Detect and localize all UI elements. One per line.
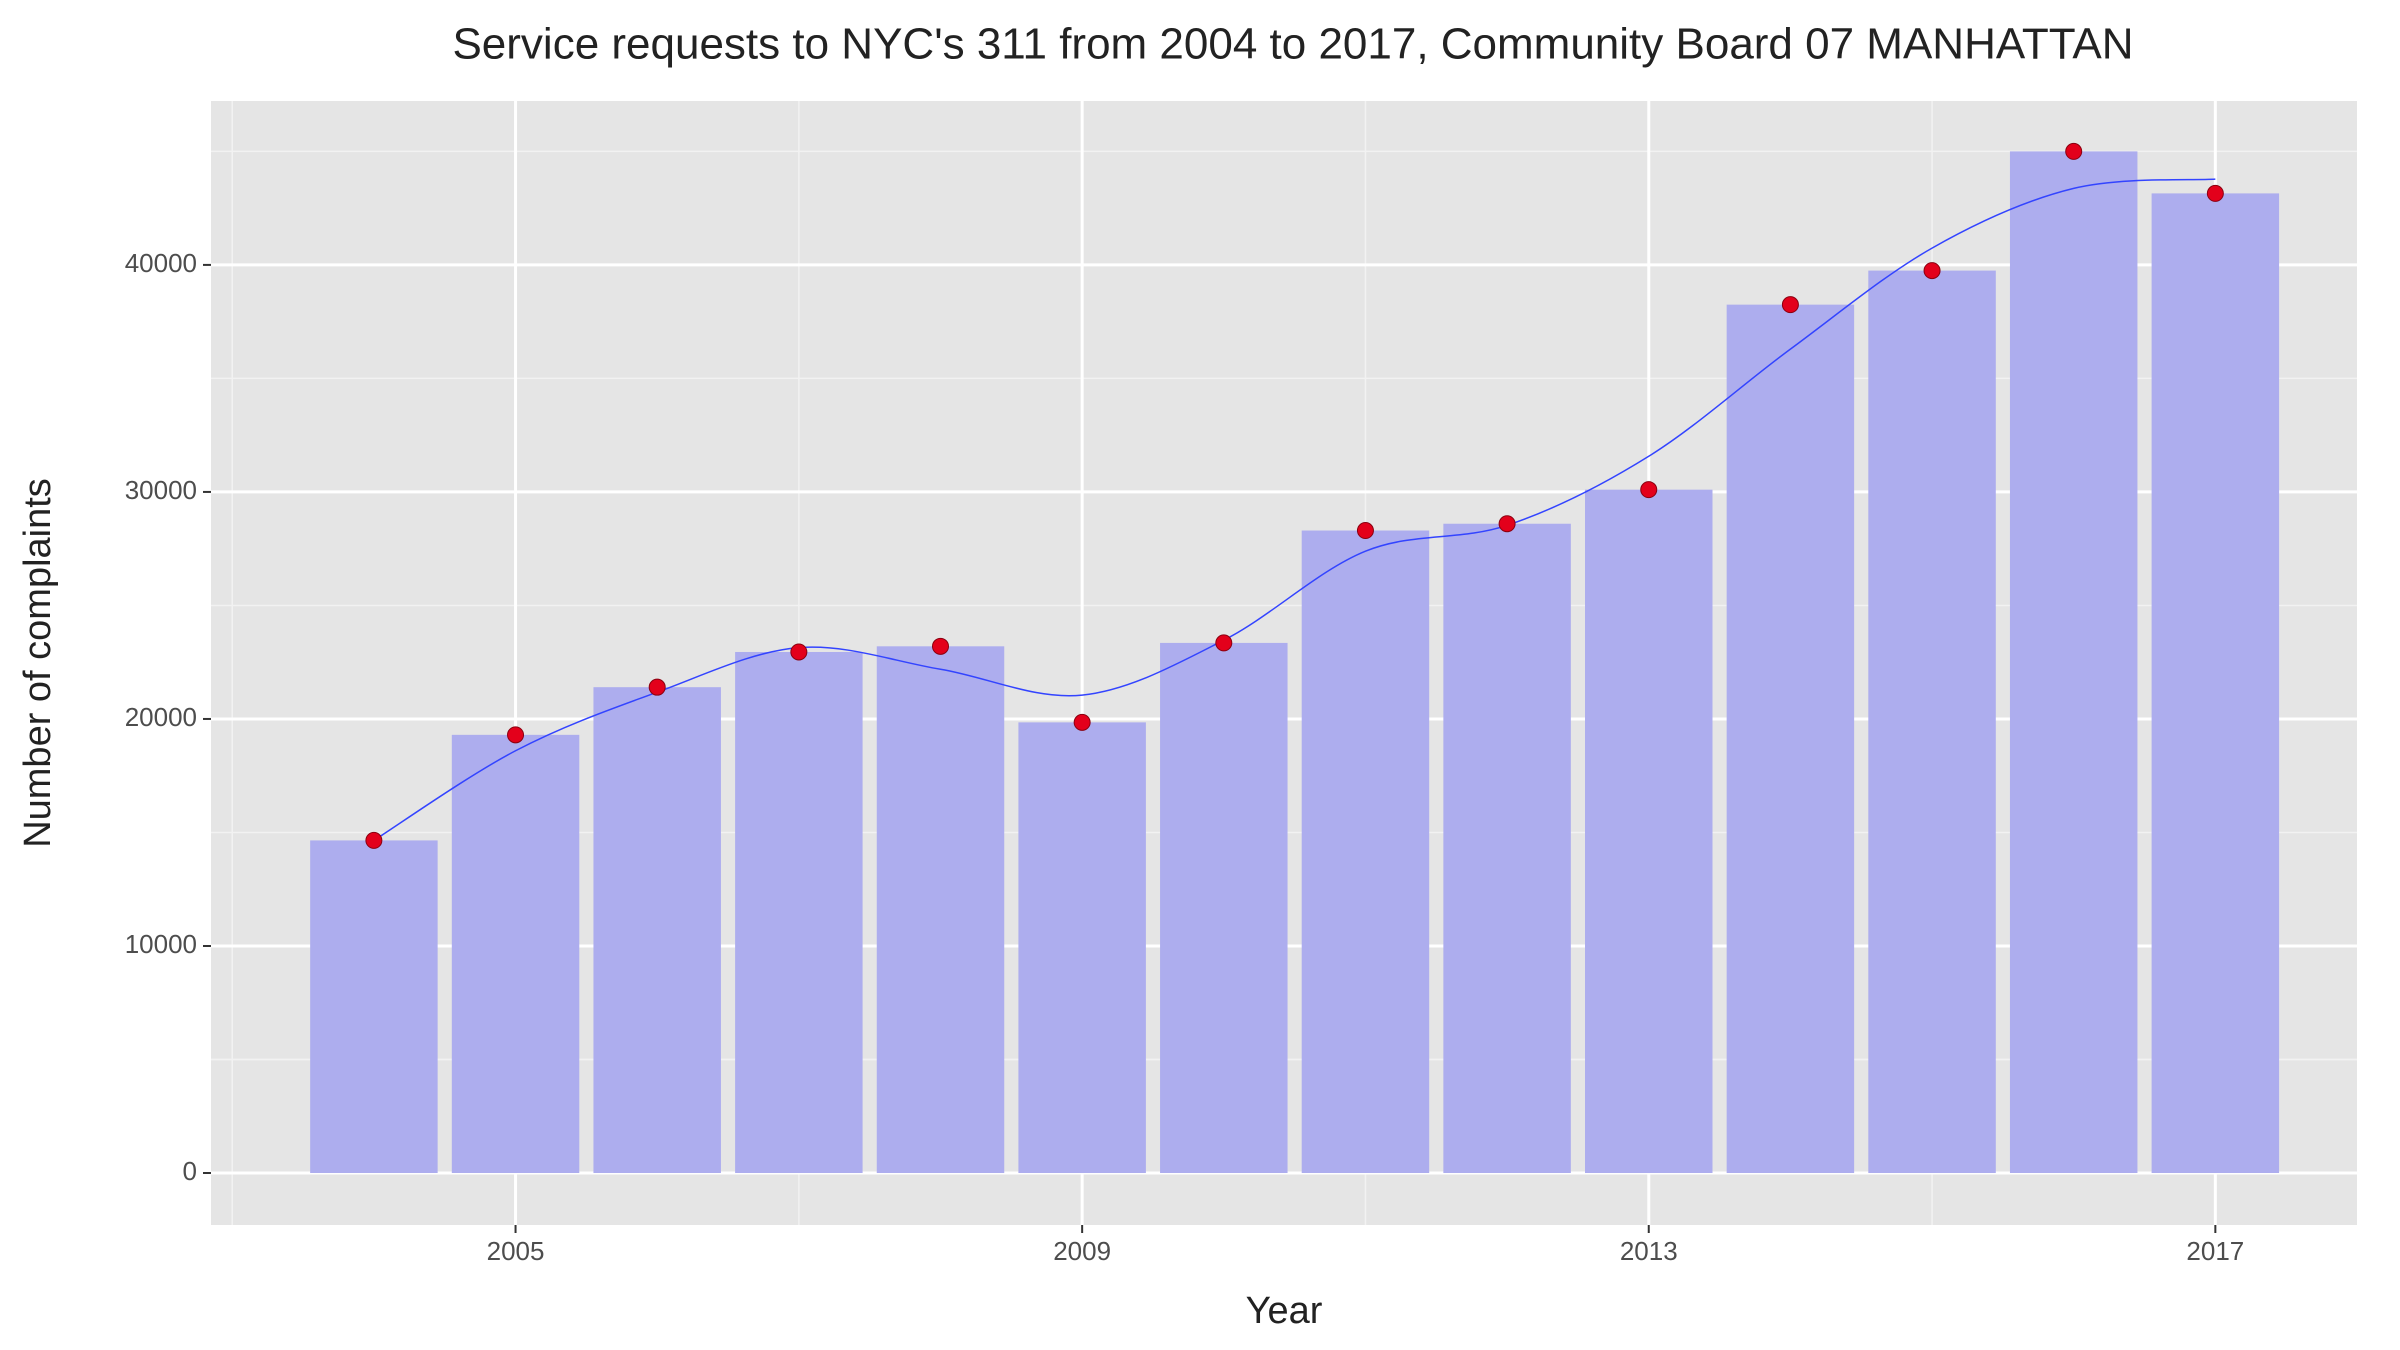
y-tick-label: 10000 bbox=[125, 929, 197, 959]
bar bbox=[1160, 642, 1288, 1174]
bar bbox=[1726, 304, 1855, 1174]
y-axis-title: Number of complaints bbox=[17, 478, 59, 848]
x-tick-label: 2013 bbox=[1620, 1236, 1678, 1266]
y-tick-label: 20000 bbox=[125, 702, 197, 732]
x-tick-label: 2009 bbox=[1053, 1236, 1111, 1266]
point bbox=[2206, 184, 2224, 202]
point bbox=[931, 637, 949, 655]
x-tick-label: 2017 bbox=[2186, 1236, 2244, 1266]
point bbox=[1215, 634, 1233, 652]
point bbox=[1923, 262, 1941, 280]
point bbox=[1356, 522, 1374, 540]
point bbox=[365, 831, 383, 849]
bar bbox=[1443, 523, 1571, 1174]
smooth-line bbox=[373, 178, 2216, 842]
point bbox=[507, 726, 525, 744]
marks bbox=[310, 142, 2280, 1174]
bar bbox=[2151, 193, 2280, 1174]
point bbox=[790, 643, 808, 661]
x-axis-title: Year bbox=[1246, 1290, 1323, 1332]
bar bbox=[2009, 151, 2138, 1174]
bar bbox=[1585, 489, 1713, 1174]
x-tick-label: 2005 bbox=[487, 1236, 545, 1266]
point bbox=[1073, 713, 1091, 731]
point bbox=[1640, 481, 1658, 499]
point bbox=[2065, 142, 2083, 160]
y-tick-label: 0 bbox=[183, 1156, 197, 1186]
bar bbox=[310, 840, 438, 1174]
point bbox=[1498, 515, 1516, 533]
bar bbox=[451, 734, 580, 1174]
y-tick-label: 30000 bbox=[125, 475, 197, 505]
bar bbox=[593, 687, 721, 1174]
bar bbox=[876, 646, 1005, 1174]
bar bbox=[1018, 722, 1146, 1174]
bar bbox=[1868, 270, 1996, 1174]
point bbox=[1781, 296, 1799, 314]
bar bbox=[1301, 530, 1430, 1174]
bar bbox=[735, 651, 863, 1174]
y-tick-label: 40000 bbox=[125, 248, 197, 278]
chart-title: Service requests to NYC's 311 from 2004 … bbox=[452, 20, 2133, 69]
point bbox=[648, 678, 666, 696]
